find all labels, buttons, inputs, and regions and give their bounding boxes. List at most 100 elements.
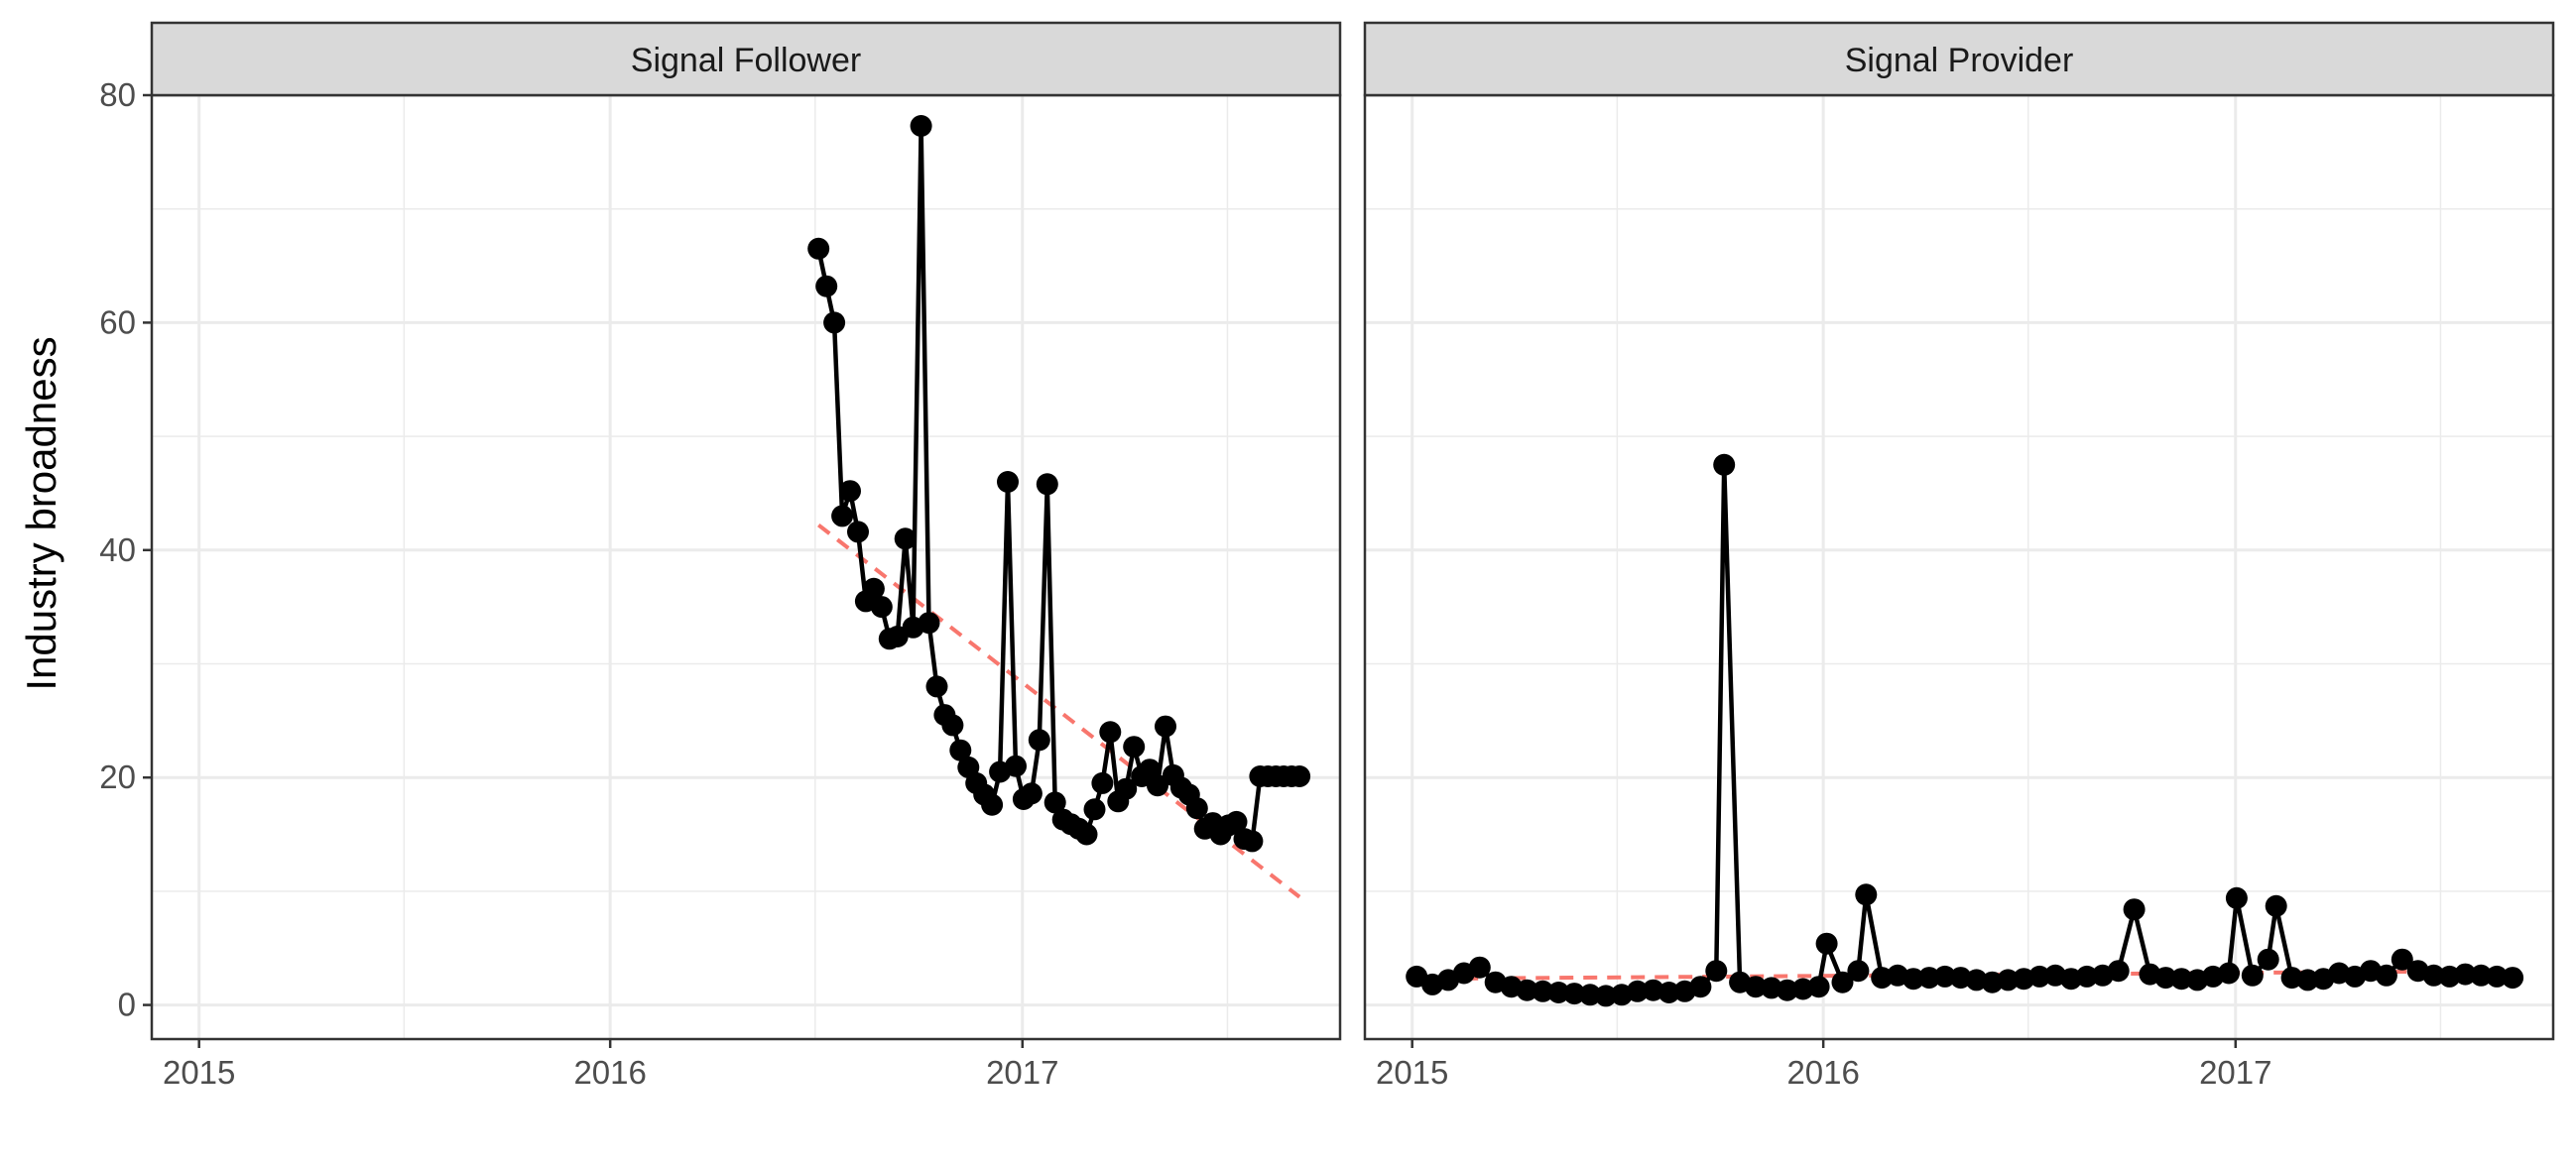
data-point [1147, 774, 1168, 797]
data-point [1288, 765, 1311, 787]
data-point [815, 275, 838, 297]
data-point [1020, 782, 1043, 805]
data-point [1185, 797, 1208, 820]
x-tick-label: 2017 [2199, 1054, 2271, 1091]
data-point [823, 311, 846, 334]
panel-signal-follower: Signal Follower 2015 2016 2017 [150, 21, 1342, 1091]
y-tick-label: 20 [99, 759, 136, 795]
data-point [1225, 810, 1248, 833]
data-point [981, 793, 1004, 816]
data-point [2422, 964, 2445, 987]
data-point [1516, 979, 1538, 1001]
panel-background [1365, 95, 2553, 1039]
data-point [1028, 729, 1050, 752]
x-tick-label: 2016 [573, 1054, 646, 1091]
data-point [1705, 960, 1728, 983]
data-series [807, 115, 1311, 853]
y-tick-label: 0 [118, 987, 136, 1023]
facet-strip [150, 21, 1342, 97]
data-point [997, 471, 1019, 493]
data-point [1847, 960, 1870, 983]
y-axis-title: Industry broadness [18, 336, 64, 690]
data-point [1099, 721, 1122, 744]
data-point [1241, 830, 1264, 853]
data-point [2028, 965, 2051, 988]
data-point [2225, 886, 2248, 909]
data-point [1807, 976, 1830, 998]
y-tick-label: 40 [99, 531, 136, 568]
data-point [2265, 894, 2287, 917]
data-point [2470, 964, 2493, 987]
data-point [1036, 473, 1058, 496]
data-point [941, 714, 964, 737]
data-point [1155, 715, 1176, 738]
data-point [1595, 985, 1617, 1007]
data-point [2107, 960, 2130, 983]
data-point [910, 115, 932, 137]
data-point [1997, 969, 2020, 992]
data-point [2170, 968, 2193, 991]
data-point [847, 521, 869, 543]
data-point [1005, 755, 1027, 777]
data-point [1563, 983, 1586, 1005]
data-point [2486, 965, 2509, 988]
y-tick-label: 80 [99, 76, 136, 113]
data-point [870, 596, 893, 619]
data-point [1933, 965, 1956, 988]
data-point [2123, 898, 2146, 921]
data-point [1547, 982, 1570, 1003]
data-point [1091, 771, 1114, 794]
data-point [1917, 967, 1940, 990]
data-point [1815, 932, 1838, 955]
data-point [2502, 967, 2524, 990]
data-point [1083, 798, 1106, 821]
data-point [2218, 962, 2240, 985]
data-point [949, 739, 972, 761]
data-point [1657, 982, 1680, 1003]
facet-label: Signal Follower [631, 42, 861, 79]
data-point [2075, 965, 2098, 988]
panel-signal-provider: Signal Provider 2015 2016 2017 [1363, 21, 2555, 1091]
data-point [1532, 980, 1554, 1002]
data-point [894, 527, 917, 550]
x-axis: 2015 2016 2017 [1376, 1039, 2271, 1091]
data-point [1579, 984, 1602, 1006]
data-point [1855, 883, 1878, 906]
data-point [1831, 971, 1854, 993]
data-point [918, 612, 940, 635]
data-series [1406, 453, 2524, 1007]
data-point [2454, 963, 2477, 986]
data-point [1468, 956, 1491, 979]
data-point [831, 505, 854, 527]
facet-label: Signal Provider [1845, 42, 2074, 79]
x-tick-label: 2016 [1786, 1054, 1859, 1091]
data-point [1075, 823, 1098, 846]
x-tick-label: 2015 [1376, 1054, 1448, 1091]
data-point [2241, 964, 2264, 987]
data-point [1776, 979, 1798, 1001]
data-point [1123, 736, 1146, 759]
data-point [1626, 980, 1649, 1002]
data-point [925, 675, 948, 698]
y-axis: 0 20 40 60 80 [99, 76, 152, 1023]
data-point [2391, 948, 2413, 971]
data-point [839, 480, 861, 503]
facet-strip [1363, 21, 2555, 97]
x-tick-label: 2015 [163, 1054, 235, 1091]
data-point [1043, 791, 1066, 814]
data-point [2375, 964, 2397, 987]
data-point [2154, 967, 2177, 990]
data-point [862, 577, 885, 600]
data-point [1902, 968, 1924, 991]
data-point [807, 237, 830, 260]
data-point [1689, 976, 1712, 998]
data-point [886, 626, 909, 647]
data-point [1745, 976, 1767, 998]
x-axis: 2015 2016 2017 [163, 1039, 1058, 1091]
data-point [1115, 777, 1138, 800]
data-point [2296, 969, 2319, 992]
y-tick-label: 60 [99, 303, 136, 340]
x-tick-label: 2017 [986, 1054, 1058, 1091]
panel-background [152, 95, 1340, 1039]
